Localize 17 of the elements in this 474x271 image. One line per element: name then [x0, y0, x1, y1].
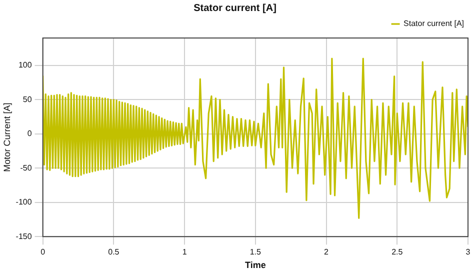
x-tick-label: 2.5 [392, 248, 404, 257]
y-tick-label: -150 [16, 232, 32, 241]
x-tick-label: 1 [182, 248, 188, 257]
x-tick-label: 1.5 [250, 248, 262, 257]
y-tick-label: 0 [27, 129, 32, 138]
x-tick-label: 3 [466, 248, 471, 257]
x-tick-label: 0 [40, 248, 46, 257]
y-tick-label: 100 [18, 60, 32, 70]
legend-label: Stator current [A] [404, 19, 464, 28]
chart-title: Stator current [A] [194, 2, 276, 14]
x-tick-label: 2 [324, 248, 330, 257]
x-tick-label: 0.5 [108, 248, 120, 257]
y-tick-label: 50 [22, 94, 32, 104]
y-tick-label: -50 [20, 163, 32, 172]
x-axis-title: Time [244, 260, 266, 270]
y-tick-label: -100 [16, 198, 32, 207]
y-axis-title: Motor Current [A] [2, 102, 12, 172]
